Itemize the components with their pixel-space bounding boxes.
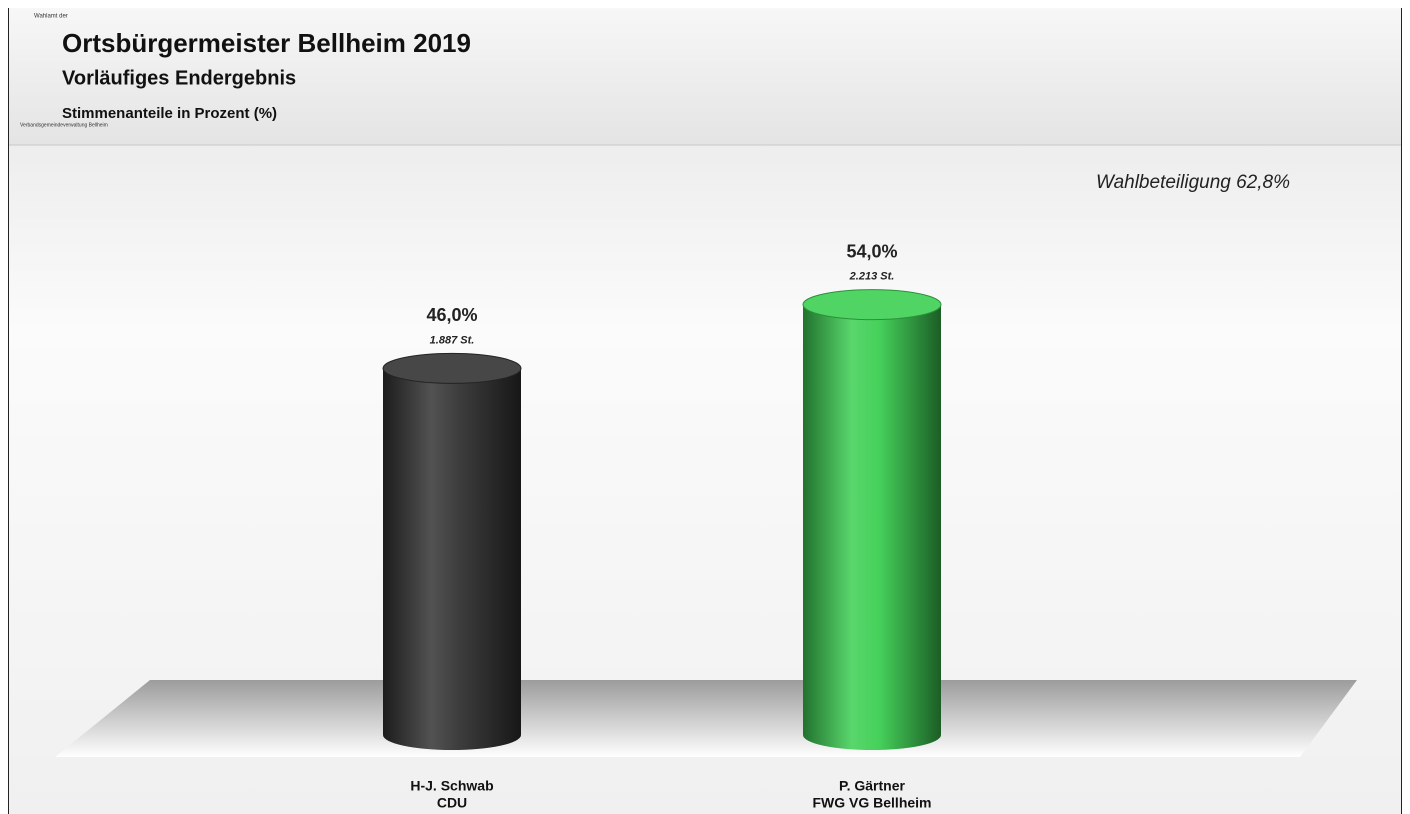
source: Verbandsgemeindeverwaltung Bellheim [20, 122, 108, 128]
header [8, 8, 1402, 145]
party-label: CDU [437, 795, 467, 811]
value-label: 54,0% [846, 241, 897, 261]
floor [55, 680, 1357, 757]
category-label: H-J. Schwab [410, 778, 493, 794]
source-top: Wahlamt der [34, 14, 68, 20]
bar [383, 353, 521, 750]
chart-subtitle: Vorläufiges Endergebnis [62, 67, 296, 89]
value-label: 46,0% [426, 305, 477, 325]
bar-top [382, 352, 522, 384]
chart-title: Ortsbürgermeister Bellheim 2019 [62, 28, 471, 58]
party-label: FWG VG Bellheim [812, 795, 931, 811]
bar [803, 289, 941, 750]
vote-label: 1.887 St. [430, 334, 475, 346]
measure-label: Stimmenanteile in Prozent (%) [62, 105, 277, 122]
category-label: P. Gärtner [839, 778, 905, 794]
bar-top [802, 289, 942, 321]
vote-label: 2.213 St. [849, 271, 895, 283]
annotation: Wahlbeteiligung 62,8% [1096, 172, 1290, 193]
